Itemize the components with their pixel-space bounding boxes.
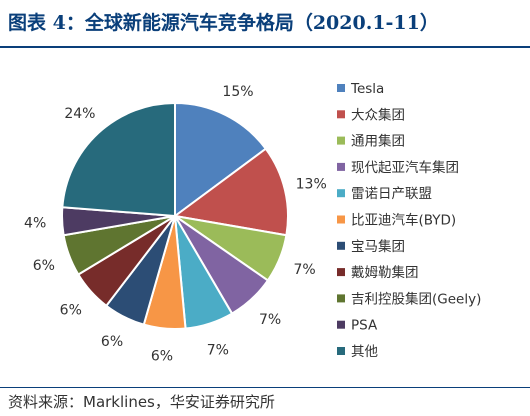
- chart-title: 图表 4：全球新能源汽车竞争格局（2020.1-11）: [8, 12, 439, 34]
- slice-value-label: 6%: [60, 302, 82, 318]
- slice-value-label: 6%: [101, 334, 123, 350]
- legend-label: 大众集团: [351, 107, 405, 123]
- legend-label: PSA: [351, 318, 378, 334]
- slice-value-label: 24%: [64, 106, 95, 122]
- legend-swatch: [337, 136, 345, 145]
- legend-swatch: [337, 347, 345, 355]
- legend-label: 雷诺日产联盟: [351, 186, 432, 202]
- pie-chart: 15% 13% 7% 7% 7% 6% 6% 6% 6% 4% 24% Tesla 大众集团通用集团现代…: [24, 81, 481, 364]
- legend-label: 吉利控股集团(Geely): [351, 291, 481, 307]
- legend-swatch: [337, 162, 345, 171]
- slice-value-label: 6%: [151, 348, 173, 364]
- pie-slice: [174, 101, 268, 218]
- title-divider: [0, 46, 530, 48]
- slice-value-label: 13%: [296, 177, 327, 193]
- legend-label: Tesla: [350, 81, 384, 97]
- legend-swatch: [337, 84, 345, 92]
- source-divider: [0, 387, 530, 388]
- slice-value-label: 4%: [24, 216, 46, 232]
- slice-value-label: 15%: [222, 84, 253, 100]
- legend-swatch: [337, 241, 345, 250]
- legend-label: 通用集团: [351, 134, 405, 150]
- legend-label: 比亚迪汽车(BYD): [351, 212, 456, 229]
- legend-label: 其他: [351, 344, 378, 360]
- legend-label: 现代起亚汽车集团: [351, 159, 459, 176]
- slice-value-label: 7%: [259, 312, 281, 328]
- slice-value-label: 7%: [207, 342, 229, 358]
- source-note: 资料来源：Marklines，华安证券研究所: [8, 393, 275, 411]
- slice-value-label: 6%: [33, 258, 55, 274]
- pie-slice: [172, 147, 289, 237]
- slice-value-label: 7%: [293, 262, 315, 278]
- legend-swatch: [337, 268, 345, 277]
- legend-swatch: [337, 320, 345, 329]
- legend-swatch: [337, 215, 345, 224]
- legend-label: 戴姆勒集团: [351, 265, 419, 281]
- legend-swatch: [337, 110, 345, 119]
- pie-slice: [61, 101, 176, 218]
- legend-label: 宝马集团: [351, 239, 405, 255]
- legend-swatch: [337, 294, 345, 303]
- legend-swatch: [337, 189, 345, 198]
- chart-area: 15% 13% 7% 7% 7% 6% 6% 6% 6% 4% 24% Tesla 大众集团通用集团现代…: [0, 50, 530, 386]
